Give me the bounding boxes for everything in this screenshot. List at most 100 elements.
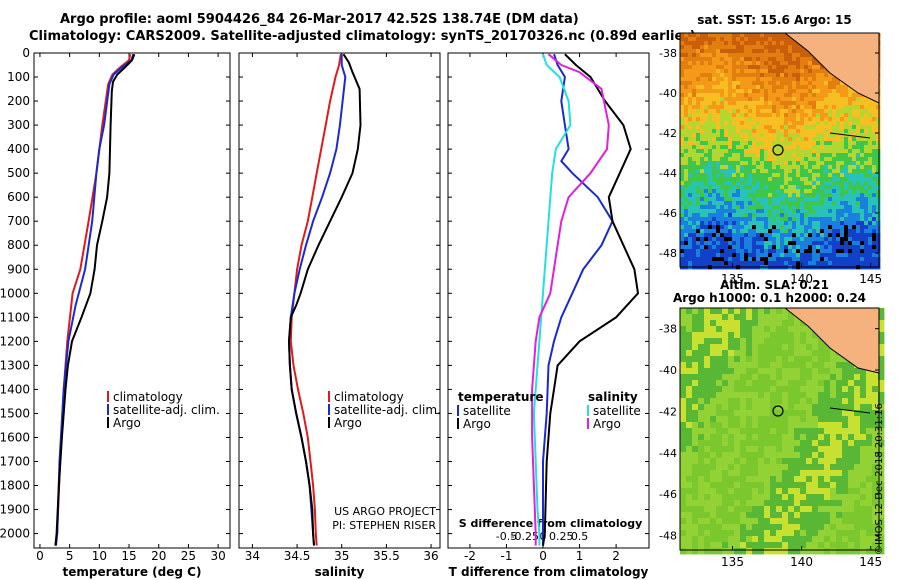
map-cell [812, 169, 817, 174]
map-cell [824, 157, 829, 162]
map-cell [760, 249, 765, 254]
map-cell [704, 89, 709, 94]
map-cell [752, 386, 759, 393]
map-cell [806, 326, 813, 333]
map-cell [818, 512, 825, 519]
map-cell [736, 41, 741, 46]
map-cell [708, 185, 713, 190]
map-cell [692, 464, 699, 471]
map-cell [684, 217, 689, 222]
map-cell [724, 141, 729, 146]
map-cell [842, 470, 849, 477]
map-cell [828, 201, 833, 206]
map-cell [860, 241, 865, 246]
map-cell [704, 221, 709, 226]
map-cell [686, 392, 693, 399]
map-cell [864, 257, 869, 262]
map-cell [700, 73, 705, 78]
map-cell [848, 117, 853, 122]
map-cell [708, 137, 713, 142]
map-cell [852, 157, 857, 162]
map-cell [872, 548, 879, 555]
map-cell [770, 494, 777, 501]
map-cell [736, 241, 741, 246]
map-cell [756, 113, 761, 118]
map-cell [860, 165, 865, 170]
map-cell [764, 33, 769, 38]
map-cell [736, 249, 741, 254]
map-cell [764, 494, 771, 501]
map-cell [806, 464, 813, 471]
map-cell [768, 205, 773, 210]
map-cell [692, 213, 697, 218]
map-cell [698, 410, 705, 417]
map-cell [792, 157, 797, 162]
map-cell [704, 518, 711, 525]
map-cell [782, 476, 789, 483]
map-cell [784, 133, 789, 138]
map-cell [788, 548, 795, 555]
map-cell [830, 398, 837, 405]
map-cell [728, 97, 733, 102]
depth-tick-label: 1200 [0, 334, 30, 348]
map-cell [784, 53, 789, 58]
map-cell [752, 189, 757, 194]
map-cell [764, 97, 769, 102]
map-cell [704, 117, 709, 122]
map-cell [794, 458, 801, 465]
map-cell [776, 344, 783, 351]
map-cell [806, 332, 813, 339]
map-cell [800, 201, 805, 206]
map-cell [772, 169, 777, 174]
map-cell [758, 494, 765, 501]
map-cell [700, 37, 705, 42]
map-cell [734, 500, 741, 507]
map-cell [868, 193, 873, 198]
map-cell [832, 229, 837, 234]
map-cell [764, 205, 769, 210]
map-cell [768, 49, 773, 54]
map-cell [716, 137, 721, 142]
map-cell [792, 113, 797, 118]
map-cell [728, 464, 735, 471]
map-cell [746, 512, 753, 519]
map-cell [772, 41, 777, 46]
map-cell [744, 93, 749, 98]
map-cell [686, 404, 693, 411]
map-cell [872, 410, 879, 417]
map-cell [712, 177, 717, 182]
map-cell [712, 213, 717, 218]
map-cell [848, 105, 853, 110]
map-cell [800, 404, 807, 411]
map-cell [748, 245, 753, 250]
map-cell [752, 374, 759, 381]
map-cell [696, 105, 701, 110]
map-cell [700, 49, 705, 54]
map-cell [692, 121, 697, 126]
map-cell [820, 241, 825, 246]
map-cell [872, 446, 879, 453]
map-cell [692, 548, 699, 555]
map-cell [808, 109, 813, 114]
map-cell [772, 105, 777, 110]
map-cell [878, 380, 885, 387]
map-cell [824, 536, 831, 543]
map-cell [772, 205, 777, 210]
map-cell [856, 105, 861, 110]
map-cell [756, 137, 761, 142]
map-cell [818, 500, 825, 507]
map-cell [758, 506, 765, 513]
map-cell [848, 101, 853, 106]
map-cell [744, 141, 749, 146]
map-cell [868, 217, 873, 222]
map-cell [812, 225, 817, 230]
map-cell [800, 326, 807, 333]
map-cell [840, 197, 845, 202]
map-cell [842, 446, 849, 453]
map-cell [782, 494, 789, 501]
map-cell [710, 476, 717, 483]
map-cell [716, 201, 721, 206]
map-cell [732, 89, 737, 94]
map-cell [830, 422, 837, 429]
map-cell [876, 241, 881, 246]
